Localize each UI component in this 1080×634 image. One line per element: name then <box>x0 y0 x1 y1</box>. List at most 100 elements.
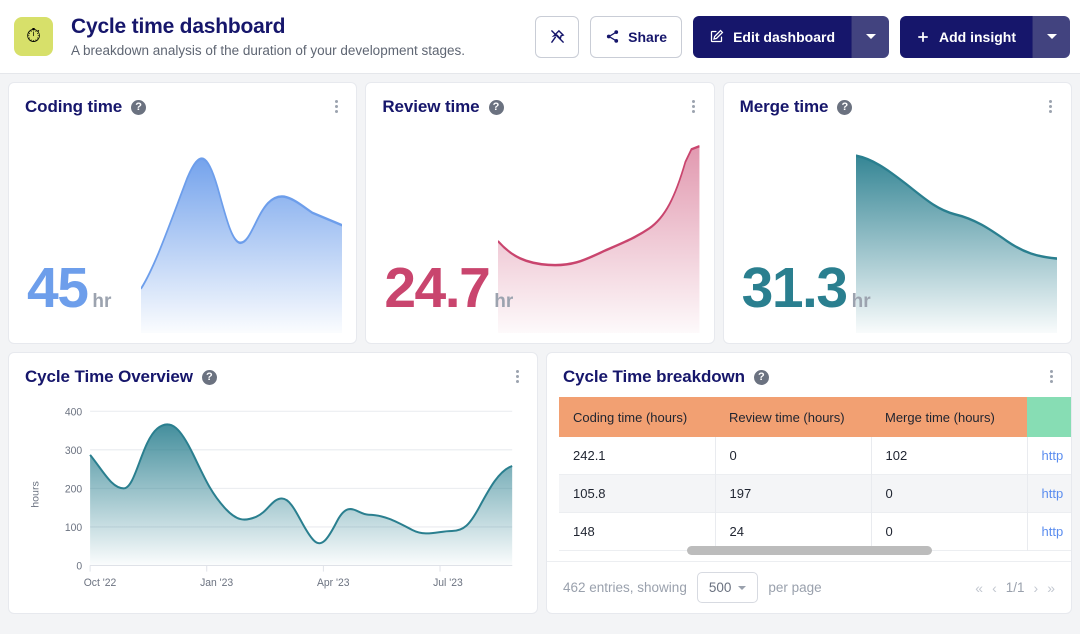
card-menu-button[interactable] <box>686 97 702 115</box>
table-footer: 462 entries, showing 500 per page « ‹ 1/… <box>547 561 1071 613</box>
table-row[interactable]: 242.1 0 102 http <box>559 437 1071 475</box>
last-page-button[interactable]: » <box>1047 579 1055 596</box>
card-review-time: Review time ? 24.7 h <box>365 82 715 344</box>
table-header: Coding time (hours) Review time (hours) … <box>559 397 1071 437</box>
metric-value: 45 <box>27 256 89 320</box>
add-insight-label: Add insight <box>939 28 1016 45</box>
help-icon[interactable]: ? <box>131 99 147 115</box>
coding-time-sparkline <box>140 143 343 333</box>
cell-review-time: 24 <box>715 512 872 551</box>
next-page-button[interactable]: › <box>1033 579 1039 596</box>
card-header: Review time ? <box>366 83 713 117</box>
card-header: Cycle Time breakdown ? <box>547 353 1071 387</box>
svg-text:200: 200 <box>65 483 82 495</box>
edit-dashboard-button[interactable]: Edit dashboard <box>693 15 851 58</box>
card-coding-time: Coding time ? 45 hr <box>8 82 358 344</box>
header-actions: Share Edit dashboard Add insight <box>535 15 1070 58</box>
share-label: Share <box>628 28 668 45</box>
card-title: Review time <box>382 97 480 116</box>
cell-review-time: 197 <box>715 474 872 513</box>
edit-dashboard-label: Edit dashboard <box>733 28 835 45</box>
plus-icon <box>918 31 928 42</box>
help-icon[interactable]: ? <box>753 369 769 385</box>
edit-dashboard-split-button: Edit dashboard <box>693 15 889 58</box>
card-header: Cycle Time Overview ? <box>9 353 537 387</box>
cell-merge-time: 0 <box>871 474 1028 513</box>
add-insight-dropdown-toggle[interactable] <box>1032 15 1070 58</box>
table-row[interactable]: 105.8 197 0 http <box>559 474 1071 513</box>
cell-merge-time: 0 <box>871 512 1028 551</box>
page-indicator: 1/1 <box>1005 580 1025 595</box>
dashboard-grid: Coding time ? 45 hr <box>0 74 1080 622</box>
help-icon[interactable]: ? <box>201 369 217 385</box>
prev-page-button[interactable]: ‹ <box>992 579 997 596</box>
metric-row: Coding time ? 45 hr <box>8 82 1072 344</box>
table-header-row: Coding time (hours) Review time (hours) … <box>559 397 1071 437</box>
app-header: ⏱ Cycle time dashboard A breakdown analy… <box>0 0 1080 74</box>
metric-value-group: 31.3 hr <box>742 260 871 317</box>
entries-count-label: 462 entries, showing <box>563 580 687 595</box>
cell-link[interactable]: http <box>1041 486 1064 501</box>
card-header: Coding time ? <box>9 83 356 117</box>
card-title: Merge time <box>739 97 829 116</box>
review-time-sparkline <box>498 143 700 333</box>
svg-text:100: 100 <box>65 522 82 534</box>
card-cycle-time-overview: Cycle Time Overview ? <box>8 352 538 614</box>
first-page-button[interactable]: « <box>975 579 984 596</box>
cell-review-time: 0 <box>715 437 872 475</box>
svg-text:Jul '23: Jul '23 <box>433 577 463 589</box>
chevron-down-icon <box>1046 34 1057 39</box>
edit-dashboard-dropdown-toggle[interactable] <box>851 15 889 58</box>
y-axis-label: hours <box>30 481 42 508</box>
cell-link[interactable]: http <box>1041 524 1064 539</box>
card-menu-button[interactable] <box>1043 367 1059 385</box>
metric-value-group: 45 hr <box>27 260 111 317</box>
unpin-button[interactable] <box>535 15 580 58</box>
x-ticks <box>89 565 441 572</box>
add-insight-split-button: Add insight <box>900 15 1070 58</box>
card-menu-button[interactable] <box>509 367 525 385</box>
svg-text:400: 400 <box>65 406 82 418</box>
table-scroll-region[interactable]: Coding time (hours) Review time (hours) … <box>547 387 1071 561</box>
column-header-merge-time[interactable]: Merge time (hours) <box>871 397 1027 437</box>
card-cycle-time-breakdown: Cycle Time breakdown ? Coding time (hour… <box>546 352 1072 614</box>
column-header-review-time[interactable]: Review time (hours) <box>715 397 871 437</box>
card-menu-button[interactable] <box>328 97 344 115</box>
cell-link[interactable]: http <box>1041 448 1064 463</box>
card-title: Coding time <box>25 97 123 116</box>
title-block: Cycle time dashboard A breakdown analysi… <box>71 15 535 57</box>
scrollbar-thumb[interactable] <box>686 546 932 555</box>
svg-text:0: 0 <box>76 560 82 572</box>
share-button[interactable]: Share <box>590 15 683 58</box>
column-header-coding-time[interactable]: Coding time (hours) <box>559 397 715 437</box>
merge-time-sparkline <box>855 143 1057 333</box>
table-body: 242.1 0 102 http 105.8 197 0 http 14 <box>559 437 1071 551</box>
stopwatch-icon: ⏱ <box>14 17 53 56</box>
card-title: Cycle Time breakdown <box>563 367 745 386</box>
card-title: Cycle Time Overview <box>25 367 193 386</box>
add-insight-button[interactable]: Add insight <box>900 15 1032 58</box>
unpin-icon <box>550 29 565 43</box>
breakdown-table: Coding time (hours) Review time (hours) … <box>559 397 1071 551</box>
x-tick-labels: Oct '22 Jan '23 Apr '23 Jul '23 <box>84 577 463 589</box>
per-page-value: 500 <box>708 580 732 595</box>
metric-unit: hr <box>92 291 112 312</box>
area-fill <box>90 424 513 566</box>
metric-value-group: 24.7 hr <box>384 260 513 317</box>
per-page-select[interactable]: 500 <box>696 572 759 603</box>
help-icon[interactable]: ? <box>488 99 504 115</box>
help-icon[interactable]: ? <box>837 99 853 115</box>
cell-coding-time: 242.1 <box>559 437 716 475</box>
card-menu-button[interactable] <box>1043 97 1059 115</box>
card-body: 45 hr <box>9 117 356 333</box>
detail-row: Cycle Time Overview ? <box>8 352 1072 614</box>
logo-glyph: ⏱ <box>26 26 41 47</box>
column-header-link[interactable] <box>1027 397 1071 437</box>
card-header: Merge time ? <box>724 83 1071 117</box>
svg-text:Oct '22: Oct '22 <box>84 577 117 589</box>
pagination-controls: « ‹ 1/1 › » <box>975 580 1055 596</box>
area-line <box>89 423 513 545</box>
table-row[interactable]: 148 24 0 http <box>559 512 1071 551</box>
cell-coding-time: 148 <box>559 512 716 551</box>
horizontal-scrollbar <box>547 546 1071 555</box>
